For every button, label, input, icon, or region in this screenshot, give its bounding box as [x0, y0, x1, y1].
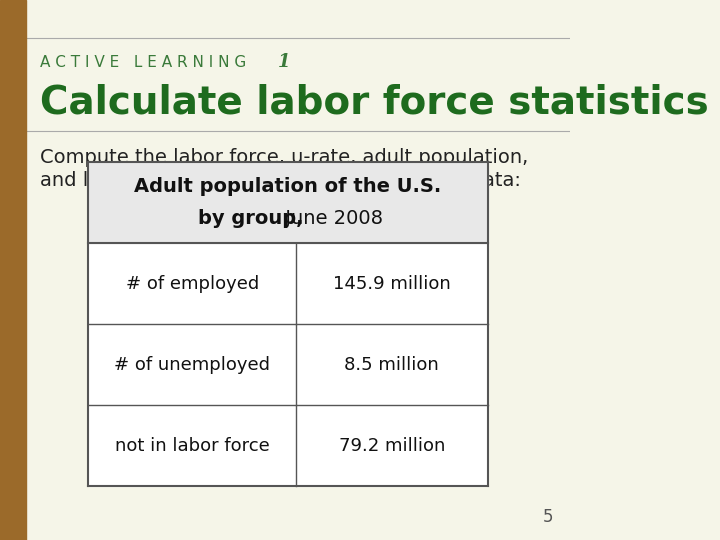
Text: not in labor force: not in labor force [114, 436, 269, 455]
Text: # of unemployed: # of unemployed [114, 355, 270, 374]
Text: 145.9 million: 145.9 million [333, 274, 451, 293]
Text: Adult population of the U.S.: Adult population of the U.S. [135, 177, 441, 196]
Text: by group,: by group, [198, 209, 304, 228]
Text: 5: 5 [543, 509, 553, 526]
Text: Compute the labor force, u-rate, adult population,: Compute the labor force, u-rate, adult p… [40, 148, 528, 167]
Text: 1: 1 [278, 53, 291, 71]
Text: June 2008: June 2008 [279, 209, 383, 228]
Text: A C T I V E   L E A R N I N G: A C T I V E L E A R N I N G [40, 55, 256, 70]
Bar [89, 162, 487, 243]
Text: 79.2 million: 79.2 million [338, 436, 445, 455]
Text: 8.5 million: 8.5 million [344, 355, 439, 374]
Text: and labor force participation rate using this data:: and labor force participation rate using… [40, 171, 521, 191]
Text: Calculate labor force statistics: Calculate labor force statistics [40, 84, 708, 122]
Bar [89, 162, 487, 486]
Bar [0, 0, 26, 540]
Text: # of employed: # of employed [125, 274, 258, 293]
